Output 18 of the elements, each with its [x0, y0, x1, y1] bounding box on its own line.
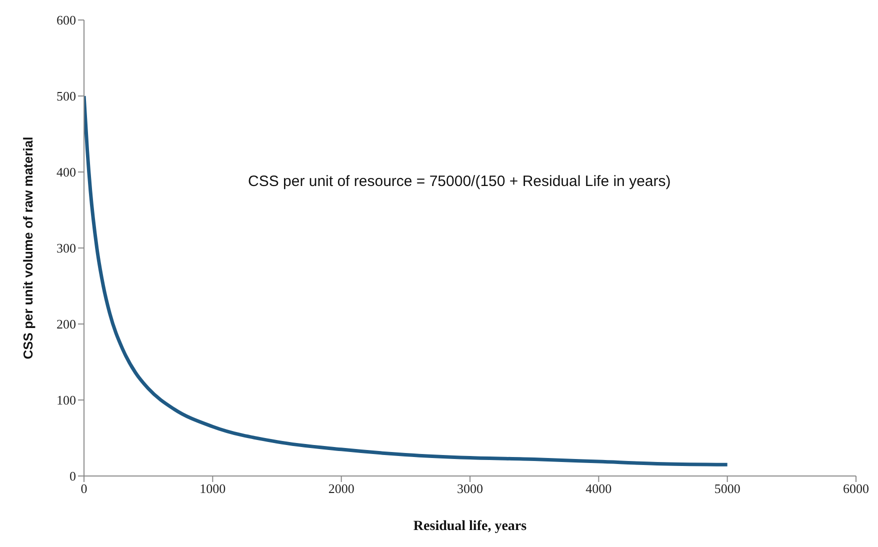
x-tick-label: 5000	[714, 481, 740, 496]
x-tick-label: 3000	[457, 481, 483, 496]
y-tick-label: 0	[70, 468, 76, 484]
x-tick-label: 1000	[200, 481, 226, 496]
x-tick-label: 2000	[328, 481, 354, 496]
y-tick-label: 100	[56, 392, 76, 408]
y-tick-label: 200	[56, 316, 76, 332]
y-tick-label: 600	[56, 12, 76, 28]
annotation: CSS per unit of resource = 75000/(150 + Residual Life in years)	[248, 173, 671, 190]
line-series	[84, 94, 730, 466]
x-tick-label: 0	[80, 481, 88, 496]
y-tick-label: 500	[56, 88, 76, 104]
x-axis-title: Residual life, years	[413, 519, 528, 534]
x-tick-label: 4000	[586, 481, 612, 496]
x-tick-label: 6000	[843, 481, 869, 496]
y-axis-title: CSS per unit volume of raw material	[20, 136, 36, 360]
y-tick-label: 400	[56, 164, 76, 180]
y-tick-label: 300	[56, 240, 76, 256]
